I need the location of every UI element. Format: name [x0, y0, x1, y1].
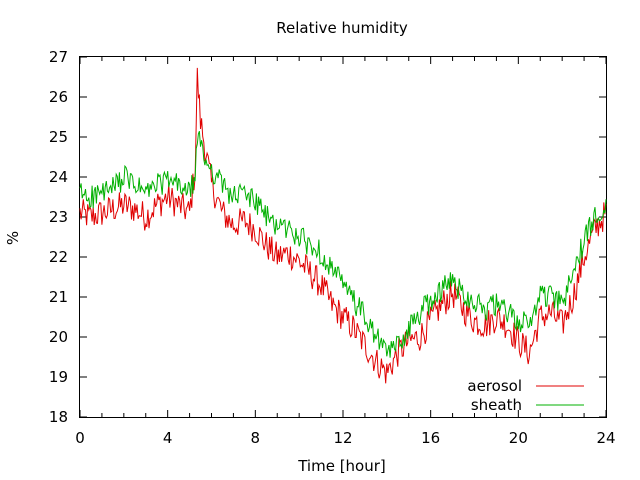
y-tick-label: 20 [49, 328, 68, 346]
x-tick-labels: 0 4 8 12 16 20 24 [75, 429, 615, 447]
x-tick-label: 8 [251, 429, 261, 447]
chart-title: Relative humidity [276, 19, 408, 37]
y-tick-label: 25 [49, 128, 68, 146]
series-lines [79, 67, 607, 384]
y-tick-label: 22 [49, 248, 68, 266]
series-line-sheath [79, 131, 607, 358]
y-axis-label: % [4, 231, 22, 245]
legend-label-sheath: sheath [471, 396, 522, 414]
axis-ticks [79, 56, 607, 418]
legend-label-aerosol: aerosol [467, 377, 522, 395]
x-tick-label: 20 [509, 429, 528, 447]
y-tick-labels: 18 19 20 21 22 23 24 25 26 27 [49, 48, 68, 426]
x-tick-label: 4 [163, 429, 173, 447]
series-line-aerosol [79, 67, 607, 384]
y-tick-label: 19 [49, 368, 68, 386]
plot-area-frame [79, 56, 607, 418]
x-axis-label: Time [hour] [297, 457, 386, 475]
y-tick-label: 27 [49, 48, 68, 66]
y-tick-label: 21 [49, 288, 68, 306]
y-tick-label: 24 [49, 168, 68, 186]
x-tick-label: 12 [333, 429, 352, 447]
y-tick-label: 26 [49, 88, 68, 106]
y-tick-label: 23 [49, 208, 68, 226]
x-tick-label: 24 [596, 429, 615, 447]
legend: aerosol sheath [467, 377, 584, 414]
y-tick-label: 18 [49, 408, 68, 426]
x-tick-label: 16 [421, 429, 440, 447]
x-tick-label: 0 [75, 429, 85, 447]
